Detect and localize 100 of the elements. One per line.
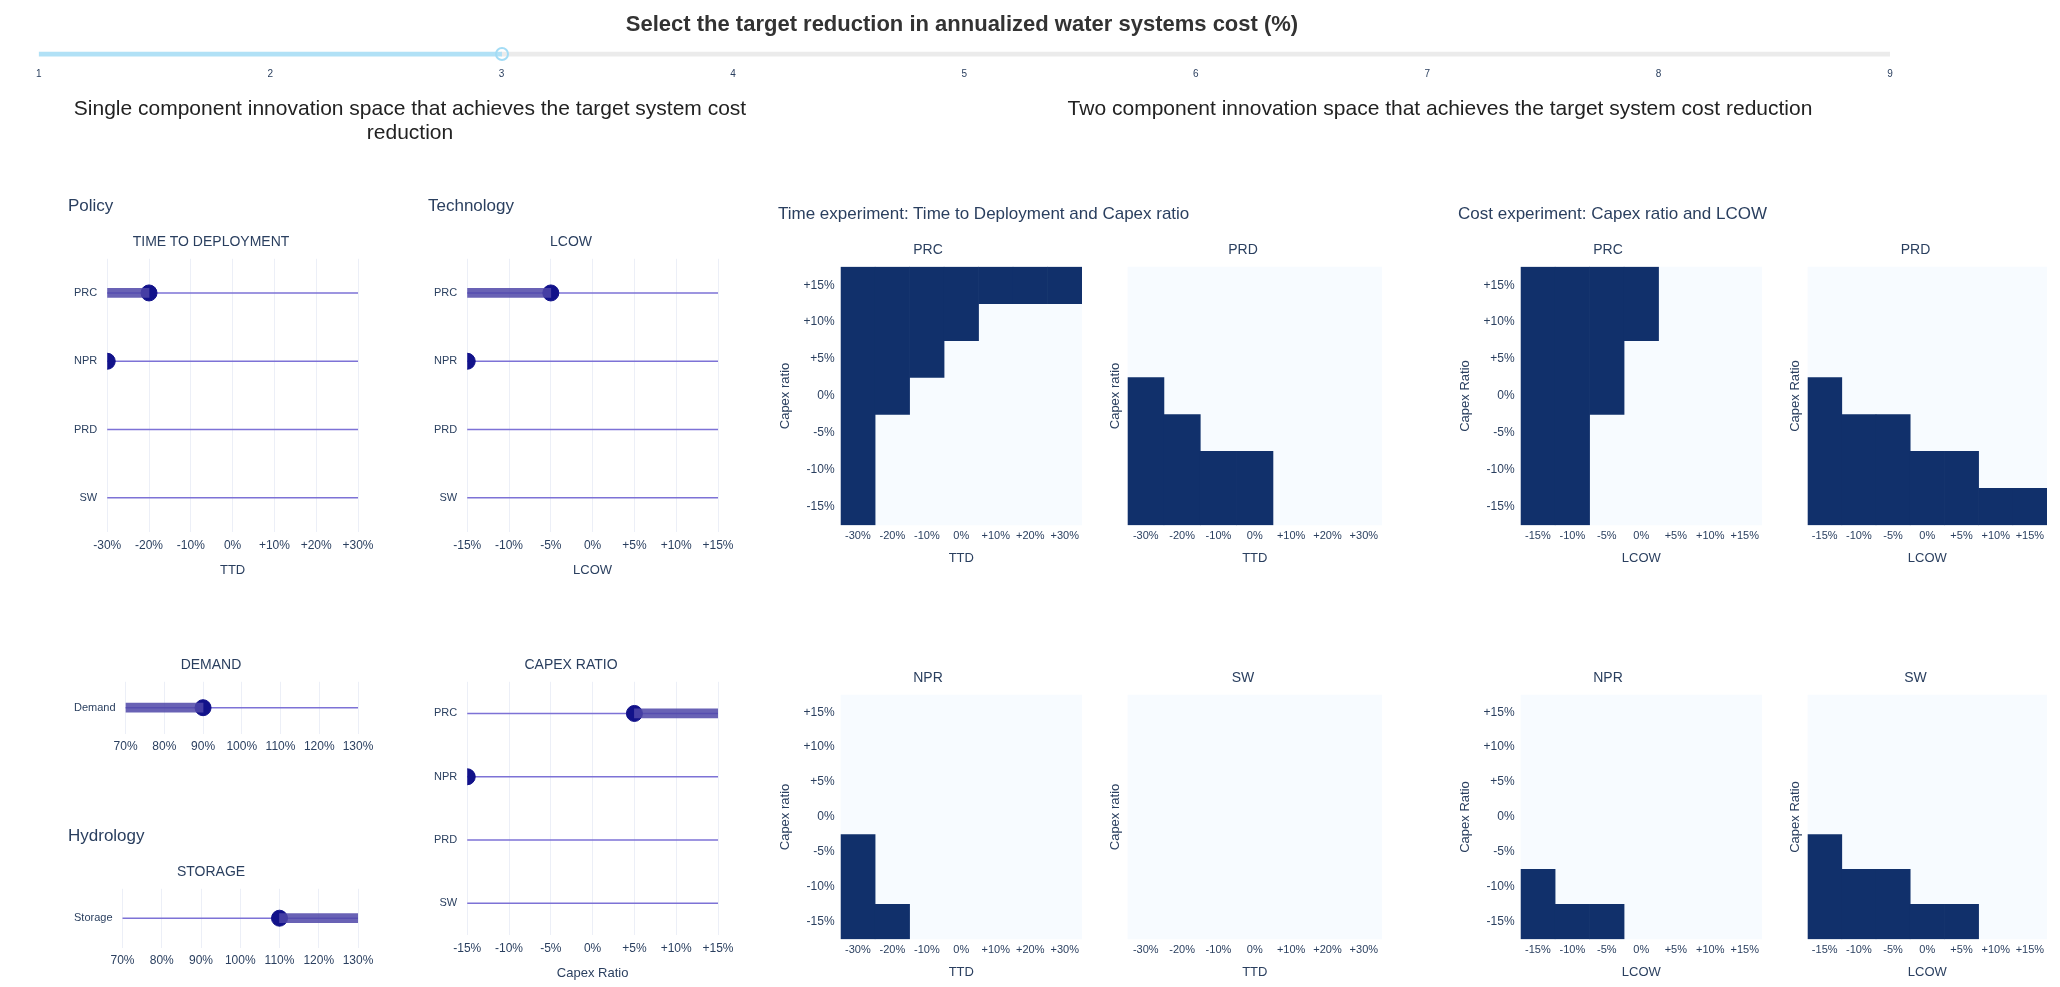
x-tick-label: +20% xyxy=(1016,528,1045,541)
y-tick-label: +10% xyxy=(1483,314,1515,329)
text: Technology xyxy=(428,196,515,216)
x-tick-label: +30% xyxy=(1050,528,1080,541)
y-tick-label: +15% xyxy=(803,704,835,719)
y-tick-label: -5% xyxy=(1493,425,1515,440)
x-tick-label: +20% xyxy=(300,537,333,552)
y-tick-label: PRC xyxy=(433,706,458,719)
x-axis-title: LCOW xyxy=(573,561,613,577)
y-tick-label: -10% xyxy=(1486,462,1515,477)
x-axis-title: TTD xyxy=(1242,963,1268,979)
x-tick-label: 70% xyxy=(113,739,138,754)
x-tick-label: 100% xyxy=(226,739,258,754)
chart-title: NPR xyxy=(913,669,943,686)
x-tick-label: 110% xyxy=(264,953,295,968)
y-tick-label: PRD xyxy=(433,422,458,435)
x-tick-label: 5 xyxy=(961,67,968,79)
x-tick-label: 0% xyxy=(1246,942,1263,955)
x-tick-label: 2 xyxy=(267,67,274,79)
x-tick-label: 8 xyxy=(1655,67,1662,79)
x-tick-label: -30% xyxy=(1132,942,1159,955)
x-tick-label: 0% xyxy=(583,537,602,552)
x-tick-label: -15% xyxy=(453,940,482,955)
x-tick-label: +5% xyxy=(1950,942,1973,955)
x-tick-label: -20% xyxy=(1169,528,1196,541)
y-tick-label: +15% xyxy=(1483,704,1515,719)
x-tick-label: +5% xyxy=(1664,942,1688,955)
x-tick-label: -10% xyxy=(1559,942,1586,955)
x-tick-label: +10% xyxy=(1696,528,1725,541)
chart-title: TIME TO DEPLOYMENT xyxy=(132,233,290,250)
x-tick-label: +10% xyxy=(1276,528,1306,541)
text: Policy xyxy=(68,196,114,216)
x-tick-label: -30% xyxy=(845,528,871,541)
x-tick-label: -10% xyxy=(1846,942,1872,955)
chart-title: Select the target reduction in annualized water systems cost (%) xyxy=(625,11,1299,37)
x-tick-label: 1 xyxy=(36,67,42,79)
y-axis-title: Capex Ratio xyxy=(1787,360,1803,432)
x-tick-label: 80% xyxy=(149,953,175,968)
x-axis-title: LCOW xyxy=(1907,963,1948,979)
y-tick-label: Demand xyxy=(74,700,116,713)
x-tick-label: -20% xyxy=(879,942,906,955)
x-axis-title: TTD xyxy=(948,549,974,565)
y-axis-title: Capex Ratio xyxy=(1457,360,1473,432)
y-tick-label: +15% xyxy=(1483,277,1515,292)
y-axis-title: Capex Ratio xyxy=(1457,781,1473,853)
text: Two component innovation space that achieves the target system cost reduction xyxy=(1066,96,1814,120)
x-tick-label: +20% xyxy=(1313,942,1342,955)
x-tick-label: +10% xyxy=(258,537,291,552)
chart-title: PRD xyxy=(1228,241,1258,258)
y-tick-label: NPR xyxy=(73,354,98,367)
x-tick-label: -10% xyxy=(1205,942,1232,955)
x-tick-label: +20% xyxy=(1016,942,1045,955)
chart-title: PRC xyxy=(913,241,943,258)
x-tick-label: -20% xyxy=(879,528,906,541)
y-tick-label: -5% xyxy=(813,844,835,859)
y-tick-label: 0% xyxy=(1497,809,1515,824)
x-tick-label: -30% xyxy=(1132,528,1159,541)
x-tick-label: 0% xyxy=(1919,942,1936,955)
x-axis-title: LCOW xyxy=(1621,963,1662,979)
x-tick-label: +5% xyxy=(622,940,647,955)
x-tick-label: 9 xyxy=(1887,67,1894,79)
x-tick-label: +10% xyxy=(660,940,693,955)
y-axis-title: Capex ratio xyxy=(777,783,793,851)
x-tick-label: +30% xyxy=(1349,528,1379,541)
x-tick-label: 90% xyxy=(191,739,216,754)
chart-title: DEMAND xyxy=(180,656,242,673)
x-tick-label: +30% xyxy=(1349,942,1379,955)
chart-title: NPR xyxy=(1593,669,1623,686)
y-tick-label: PRD xyxy=(73,422,98,435)
x-tick-label: -30% xyxy=(845,942,871,955)
chart-title: CAPEX RATIO xyxy=(524,656,618,673)
y-tick-label: -5% xyxy=(1493,844,1515,859)
x-tick-label: 120% xyxy=(303,739,335,754)
x-tick-label: 0% xyxy=(583,940,602,955)
x-tick-label: -10% xyxy=(495,537,524,552)
x-tick-label: +20% xyxy=(1313,528,1342,541)
chart-title: SW xyxy=(1904,669,1928,686)
x-tick-label: -20% xyxy=(1169,942,1196,955)
y-tick-label: Storage xyxy=(74,911,113,924)
x-tick-label: +15% xyxy=(2015,528,2045,541)
x-tick-label: 80% xyxy=(152,739,177,754)
x-tick-label: 3 xyxy=(498,67,505,79)
y-tick-label: +5% xyxy=(1490,774,1515,789)
y-tick-label: -10% xyxy=(806,462,835,477)
x-tick-label: +30% xyxy=(1050,942,1080,955)
y-tick-label: NPR xyxy=(433,354,458,367)
y-tick-label: -15% xyxy=(1486,499,1515,514)
chart-title: SW xyxy=(1231,669,1256,686)
x-tick-label: -5% xyxy=(540,940,562,955)
x-axis-title: TTD xyxy=(219,561,246,577)
y-tick-label: -5% xyxy=(813,425,835,440)
x-tick-label: +30% xyxy=(342,537,374,552)
y-tick-label: PRD xyxy=(433,833,458,846)
x-tick-label: -20% xyxy=(135,537,164,552)
x-tick-label: 70% xyxy=(110,953,135,968)
y-tick-label: -15% xyxy=(806,914,835,929)
x-tick-label: -15% xyxy=(1811,942,1838,955)
chart-title: LCOW xyxy=(550,233,593,250)
x-tick-label: -5% xyxy=(1883,942,1904,955)
text: Hydrology xyxy=(68,826,145,846)
